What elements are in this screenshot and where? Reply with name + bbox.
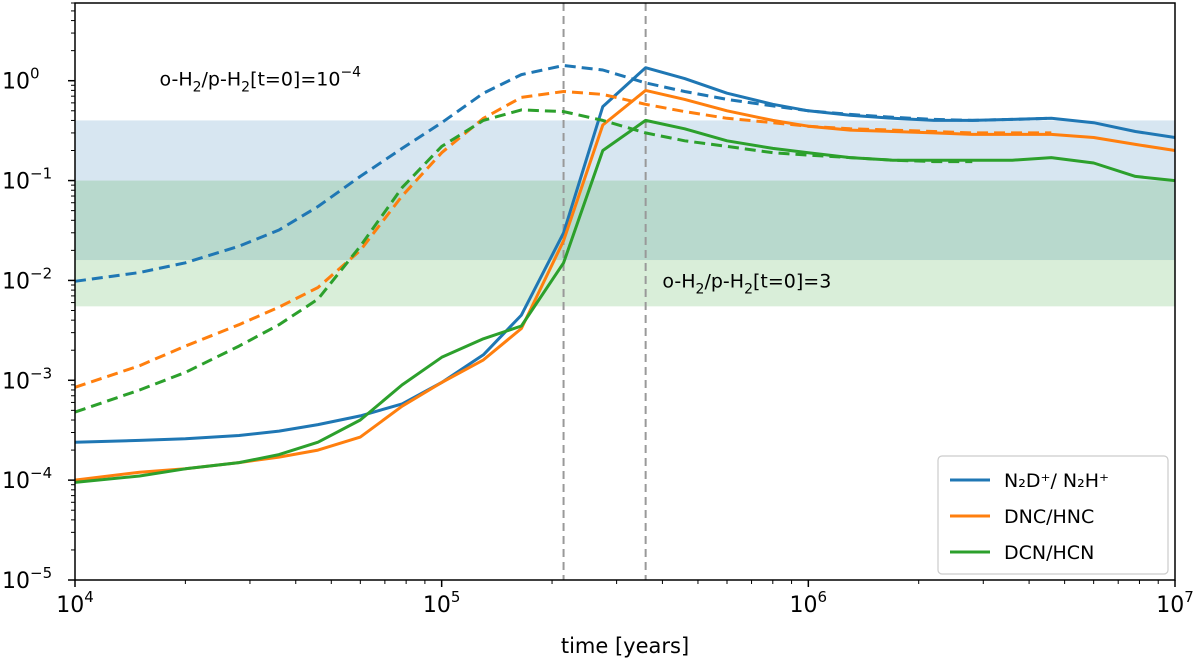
shaded-bands: [75, 120, 1175, 307]
x-axis-ticks: 104 105 106 107: [56, 580, 1194, 618]
legend-box: [937, 455, 1169, 575]
series-line-4: [74, 64, 1052, 283]
series-line-1: [74, 66, 1176, 444]
x-tick-label-2: 105: [423, 588, 461, 618]
vertical-reference-lines: [562, 3, 647, 580]
observed-range-green: [75, 180, 1175, 307]
legend-label-3: DCN/HCN: [1004, 542, 1094, 564]
y-axis-ticks: 10−5 10−4 10−3 10−2 10−1 100: [2, 2, 75, 594]
legend-label-1: N₂D⁺/ N₂H⁺: [1004, 470, 1109, 492]
y-tick-label-6: 100: [2, 65, 40, 95]
series-lines: [74, 64, 1176, 484]
y-tick-label-5: 10−1: [2, 165, 52, 195]
series-line-5: [74, 90, 1052, 389]
x-tick-label-1: 104: [56, 588, 94, 618]
annotation-high-ortho-para: o-H2/p-H2[t=0]=3: [662, 270, 831, 297]
legend: N₂D⁺/ N₂H⁺ DNC/HNC DCN/HCN: [937, 455, 1169, 575]
annotation-low-ortho-para: o-H2/p-H2[t=0]=10−4: [159, 64, 361, 95]
y-tick-label-2: 10−4: [2, 464, 52, 494]
y-tick-label-1: 10−5: [2, 564, 52, 594]
series-line-3: [74, 118, 1176, 484]
y-tick-label-3: 10−3: [2, 364, 52, 394]
legend-label-2: DNC/HNC: [1004, 506, 1094, 528]
x-axis-title: time [years]: [561, 634, 689, 658]
annotations: o-H2/p-H2[t=0]=10−4 o-H2/p-H2[t=0]=3: [159, 64, 831, 297]
plot-frame: [74, 2, 1176, 581]
x-tick-label-4: 107: [1156, 588, 1194, 618]
y-tick-label-4: 10−2: [2, 264, 52, 294]
x-tick-label-3: 106: [790, 588, 828, 618]
